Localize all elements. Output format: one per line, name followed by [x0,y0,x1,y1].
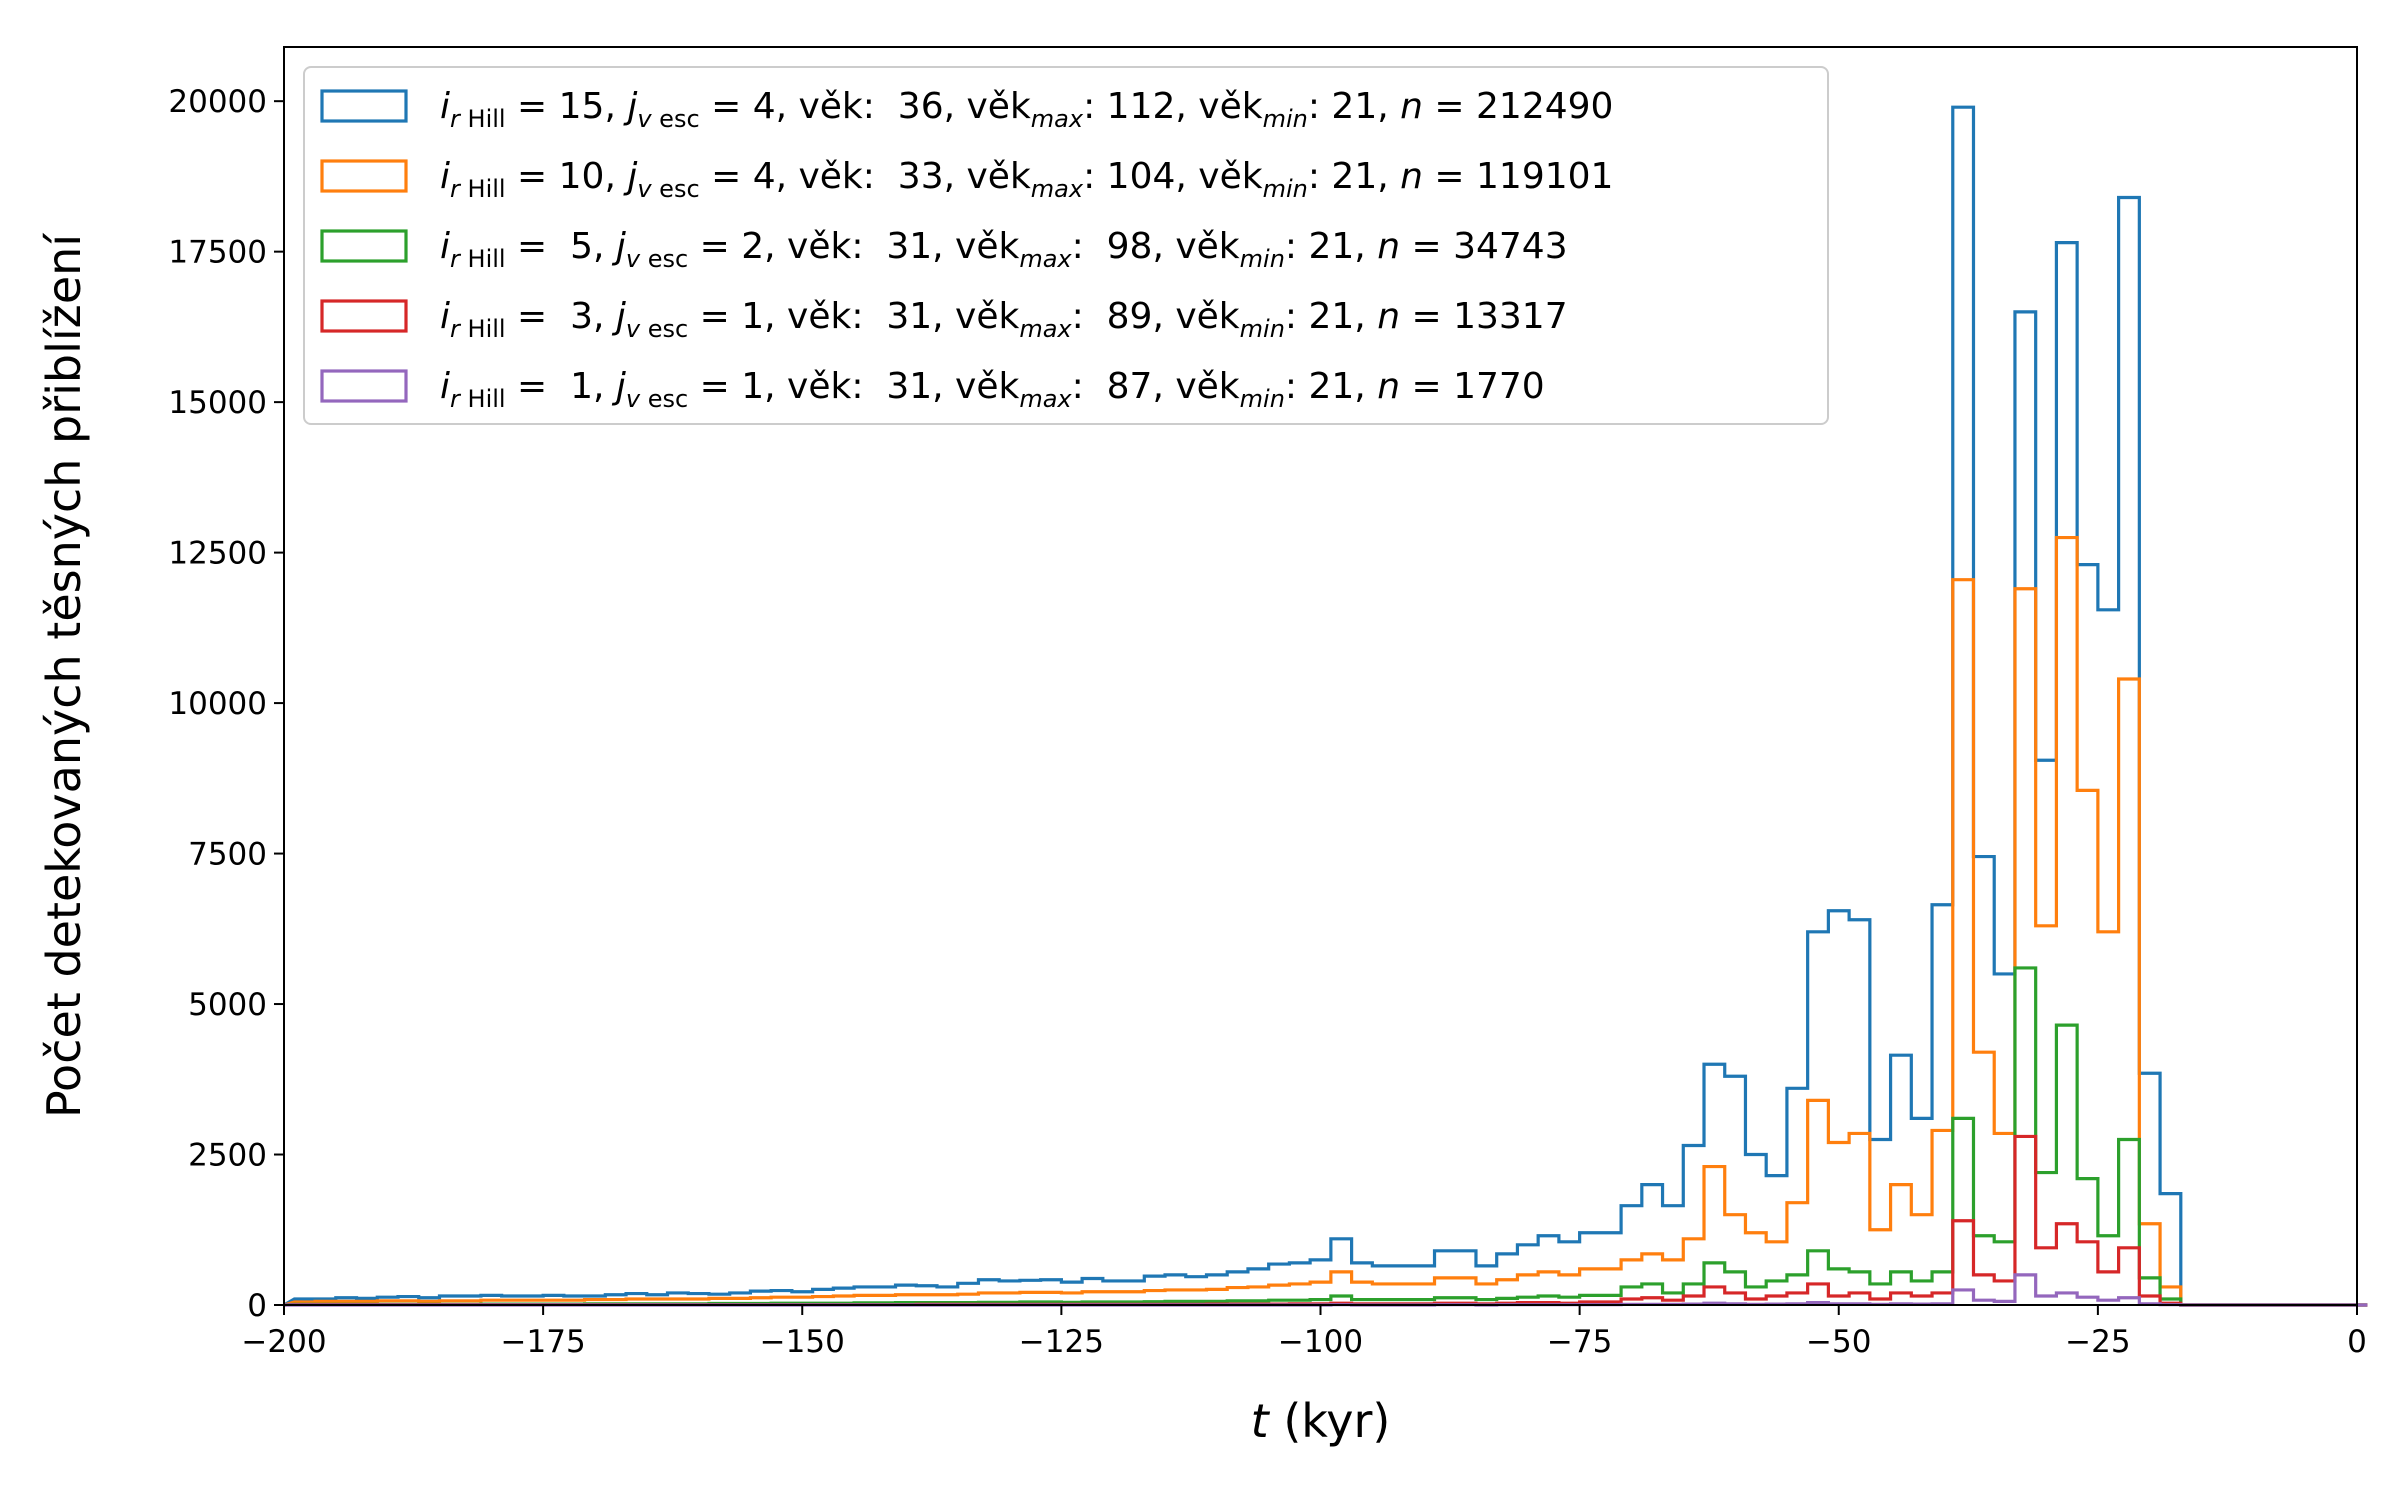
histogram-series-1 [283,105,2368,1307]
x-tick-label: −25 [2065,1324,2130,1360]
y-tick-label: 20000 [168,84,267,120]
y-tick-label: 0 [247,1288,267,1324]
legend-label: ir Hill = 3, jv esc = 1, věk: 31, věkmax… [440,296,1568,343]
x-tick-label: −175 [501,1324,586,1360]
legend-entry: ir Hill = 15, jv esc = 4, věk: 36, věkma… [320,86,1613,133]
y-tick-label: 15000 [168,385,267,421]
y-tick-label: 17500 [168,235,267,271]
y-axis: 0 2500 5000 7500 10000 12500 15000 17500 20000 [168,84,284,1324]
legend-entry: ir Hill = 1, jv esc = 1, věk: 31, věkmax… [320,366,1545,413]
x-axis-title: t (kyr) [1251,1394,1391,1448]
legend-entry: ir Hill = 3, jv esc = 1, věk: 31, věkmax… [320,296,1568,343]
x-tick-label: −150 [760,1324,845,1360]
y-tick-label: 10000 [168,686,267,722]
x-axis-var: t [1251,1394,1271,1448]
legend-entry: ir Hill = 10, jv esc = 4, věk: 33, věkma… [320,156,1613,203]
x-tick-label: −100 [1278,1324,1363,1360]
legend-label: ir Hill = 15, jv esc = 4, věk: 36, věkma… [440,86,1613,133]
x-axis: −200 −175 −150 −125 −100 −75 −50 −25 0 [241,1305,2367,1360]
x-tick-label: 0 [2347,1324,2367,1360]
legend-entry: ir Hill = 5, jv esc = 2, věk: 31, věkmax… [320,226,1568,273]
legend-label: ir Hill = 1, jv esc = 1, věk: 31, věkmax… [440,366,1545,413]
y-tick-label: 7500 [188,837,267,873]
legend-swatch [320,369,408,403]
legend-swatch [320,299,408,333]
legend: ir Hill = 15, jv esc = 4, věk: 36, věkma… [303,66,1829,425]
x-tick-label: −200 [241,1324,326,1360]
legend-label: ir Hill = 10, jv esc = 4, věk: 33, věkma… [440,156,1613,203]
y-tick-label: 12500 [168,536,267,572]
y-tick-label: 2500 [188,1138,267,1174]
legend-swatch [320,159,408,193]
legend-swatch [320,229,408,263]
y-axis-title: Počet detekovaných těsných přiblížení [37,233,91,1118]
legend-swatch [320,89,408,123]
histogram-series-2 [283,535,2368,1307]
x-tick-label: −125 [1019,1324,1104,1360]
x-tick-label: −75 [1547,1324,1612,1360]
x-tick-label: −50 [1806,1324,1871,1360]
x-axis-unit-text: (kyr) [1283,1394,1390,1448]
legend-frame [303,66,1829,425]
legend-label: ir Hill = 5, jv esc = 2, věk: 31, věkmax… [440,226,1568,273]
y-tick-label: 5000 [188,987,267,1023]
